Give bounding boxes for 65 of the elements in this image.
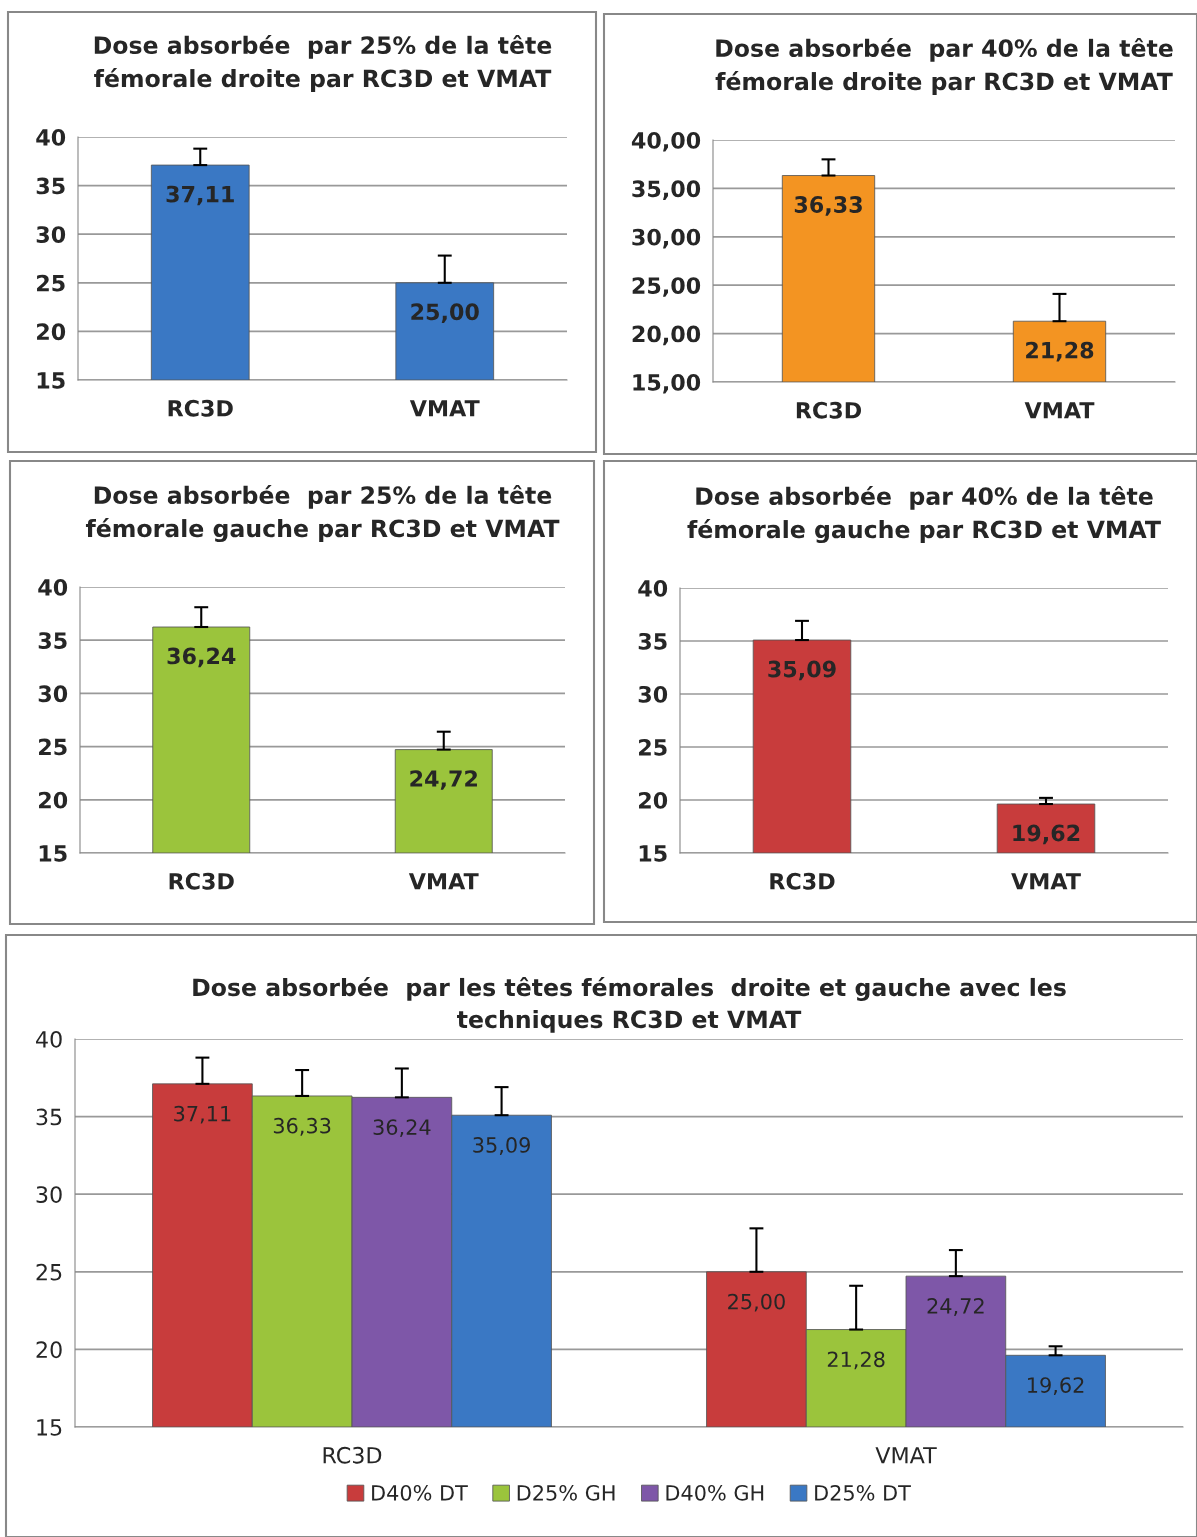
y-tick-label: 30: [36, 226, 66, 243]
y-tick-label: 30: [638, 685, 668, 703]
data-label: 21,28: [1026, 341, 1094, 362]
x-tick-label: VMAT: [409, 400, 480, 417]
legend-label: D40% DT: [372, 1484, 468, 1501]
x-tick-label: VMAT: [408, 873, 479, 890]
y-tick-label: 30: [36, 1186, 62, 1203]
data-label: 25,00: [728, 1293, 785, 1312]
data-label: 36,24: [167, 647, 236, 668]
y-tick-label: 25: [39, 738, 67, 756]
y-tick-label: 20: [37, 323, 66, 341]
data-label: 35,09: [768, 660, 836, 681]
chart-title: Dose absorbée par 40% de la tête fémorale gauche par RC3D et VMAT: [687, 485, 1161, 544]
y-tick-label: 25: [639, 738, 667, 756]
data-label: 25,00: [411, 303, 479, 323]
y-tick-label: 20,00: [632, 325, 701, 346]
y-tick-label: 25,00: [632, 277, 701, 297]
data-label: 37,11: [166, 185, 234, 206]
data-label: 36,33: [794, 196, 862, 216]
data-label: 21,28: [827, 1351, 885, 1370]
y-tick-label: 40: [638, 579, 668, 597]
y-tick-label: 15: [639, 845, 667, 862]
x-tick-label: RC3D: [169, 872, 234, 890]
data-label: 19,62: [1028, 1377, 1084, 1396]
y-tick-label: 15,00: [633, 373, 701, 394]
data-label: 24,72: [927, 1298, 984, 1316]
chart-title: Dose absorbée par les têtes fémorales droite et gauche avec les techniques RC3D et VMAT: [193, 977, 1066, 1033]
y-tick-label: 20: [36, 1341, 62, 1359]
y-tick-label: 35,00: [632, 180, 701, 200]
data-label: 19,62: [1013, 824, 1080, 845]
y-tick-label: 15: [37, 1419, 62, 1436]
y-tick-label: 40,00: [631, 131, 701, 152]
y-tick-label: 20: [39, 791, 68, 809]
legend-label: D25% GH: [517, 1484, 615, 1501]
data-label: 35,09: [473, 1137, 530, 1155]
x-tick-label: VMAT: [1011, 873, 1081, 890]
y-tick-label: 40: [38, 578, 68, 596]
y-tick-label: 15: [39, 845, 67, 862]
data-label: 24,72: [410, 770, 477, 790]
chart-title: Dose absorbée par 25% de la tête fémorale droite par RC3D et VMAT: [94, 34, 552, 92]
y-tick-label: 35: [38, 632, 67, 649]
y-tick-label: 20: [639, 791, 668, 809]
x-tick-label: VMAT: [875, 1447, 937, 1464]
x-tick-label: RC3D: [796, 401, 861, 419]
data-label: 36,33: [273, 1117, 331, 1136]
y-tick-label: 40: [36, 1030, 62, 1048]
y-tick-label: 15: [37, 372, 65, 389]
data-label: 37,11: [174, 1105, 231, 1124]
x-tick-label: RC3D: [168, 399, 233, 417]
y-tick-label: 25: [37, 274, 65, 292]
chart-title: Dose absorbée par 25% de la tête fémorale gauche par RC3D et VMAT: [85, 484, 560, 543]
chart-title: Dose absorbée par 40% de la tête fémorale droite par RC3D et VMAT: [715, 37, 1173, 95]
y-tick-label: 25: [36, 1263, 62, 1281]
y-tick-label: 40: [36, 128, 66, 146]
y-tick-label: 35: [36, 1108, 62, 1126]
x-tick-label: RC3D: [770, 872, 835, 890]
legend-label: D40% GH: [666, 1484, 764, 1501]
data-label: 36,24: [373, 1119, 431, 1138]
y-tick-label: 30,00: [632, 228, 701, 249]
x-tick-label: RC3D: [323, 1446, 382, 1464]
y-tick-label: 30: [38, 685, 68, 703]
legend-label: D25% DT: [815, 1484, 911, 1501]
y-tick-label: 35: [36, 177, 65, 195]
y-tick-label: 35: [638, 632, 667, 650]
x-tick-label: VMAT: [1024, 402, 1095, 419]
